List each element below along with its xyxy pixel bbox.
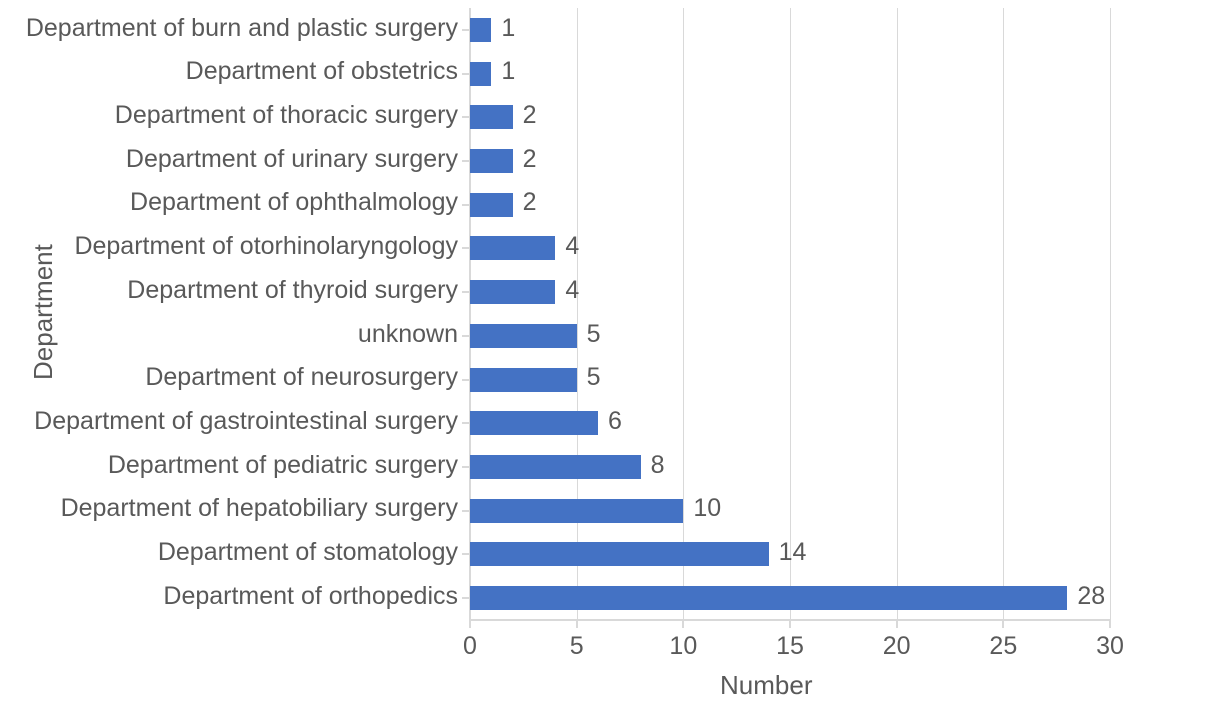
bar [470, 411, 598, 435]
value-label: 28 [1077, 582, 1105, 611]
x-tick [1109, 620, 1111, 628]
category-label: Department of obstetrics [186, 57, 458, 86]
category-label: Department of thyroid surgery [127, 276, 458, 305]
value-label: 5 [587, 363, 601, 392]
category-label: Department of burn and plastic surgery [26, 14, 458, 43]
value-label: 1 [501, 57, 515, 86]
y-tick [462, 204, 470, 206]
category-label: Department of gastrointestinal surgery [34, 407, 458, 436]
bar [470, 542, 769, 566]
x-tick-label: 10 [669, 632, 697, 661]
x-axis-title: Number [720, 670, 812, 701]
y-tick [462, 553, 470, 555]
x-tick [576, 620, 578, 628]
y-axis-line [469, 8, 471, 620]
value-label: 4 [565, 232, 579, 261]
category-label: Department of orthopedics [163, 582, 458, 611]
bar [470, 149, 513, 173]
y-tick [462, 597, 470, 599]
value-label: 2 [523, 188, 537, 217]
bar [470, 236, 555, 260]
y-tick [462, 466, 470, 468]
chart-container: Department Number 051015202530 Departmen… [0, 0, 1205, 719]
category-label: unknown [358, 320, 458, 349]
category-label: Department of urinary surgery [126, 145, 458, 174]
category-label: Department of neurosurgery [145, 363, 458, 392]
x-tick [1002, 620, 1004, 628]
y-tick [462, 116, 470, 118]
x-tick-label: 20 [883, 632, 911, 661]
x-tick [682, 620, 684, 628]
bar [470, 280, 555, 304]
x-tick-label: 15 [776, 632, 804, 661]
category-label: Department of hepatobiliary surgery [61, 494, 458, 523]
bar [470, 62, 491, 86]
value-label: 2 [523, 101, 537, 130]
y-tick [462, 291, 470, 293]
bar [470, 324, 577, 348]
gridline [897, 8, 898, 620]
category-label: Department of pediatric surgery [108, 451, 458, 480]
category-label: Department of stomatology [158, 538, 458, 567]
bar [470, 368, 577, 392]
y-tick [462, 335, 470, 337]
y-tick [462, 422, 470, 424]
y-axis-title: Department [28, 244, 59, 380]
x-tick [896, 620, 898, 628]
category-label: Department of otorhinolaryngology [74, 232, 458, 261]
value-label: 14 [779, 538, 807, 567]
plot-area [470, 8, 1110, 620]
bar [470, 105, 513, 129]
y-tick [462, 29, 470, 31]
x-tick [469, 620, 471, 628]
value-label: 8 [651, 451, 665, 480]
gridline [790, 8, 791, 620]
category-label: Department of ophthalmology [130, 188, 458, 217]
bar [470, 18, 491, 42]
value-label: 6 [608, 407, 622, 436]
value-label: 10 [693, 494, 721, 523]
value-label: 1 [501, 14, 515, 43]
y-tick [462, 73, 470, 75]
bar [470, 193, 513, 217]
value-label: 4 [565, 276, 579, 305]
y-tick [462, 160, 470, 162]
bar [470, 455, 641, 479]
x-tick [789, 620, 791, 628]
gridline [683, 8, 684, 620]
bar [470, 586, 1067, 610]
x-tick-label: 25 [989, 632, 1017, 661]
y-tick [462, 379, 470, 381]
x-tick-label: 0 [463, 632, 477, 661]
x-tick-label: 5 [570, 632, 584, 661]
x-tick-label: 30 [1096, 632, 1124, 661]
category-label: Department of thoracic surgery [115, 101, 458, 130]
y-tick [462, 510, 470, 512]
gridline [577, 8, 578, 620]
value-label: 2 [523, 145, 537, 174]
gridline [1003, 8, 1004, 620]
y-tick [462, 247, 470, 249]
gridline [1110, 8, 1111, 620]
value-label: 5 [587, 320, 601, 349]
bar [470, 499, 683, 523]
